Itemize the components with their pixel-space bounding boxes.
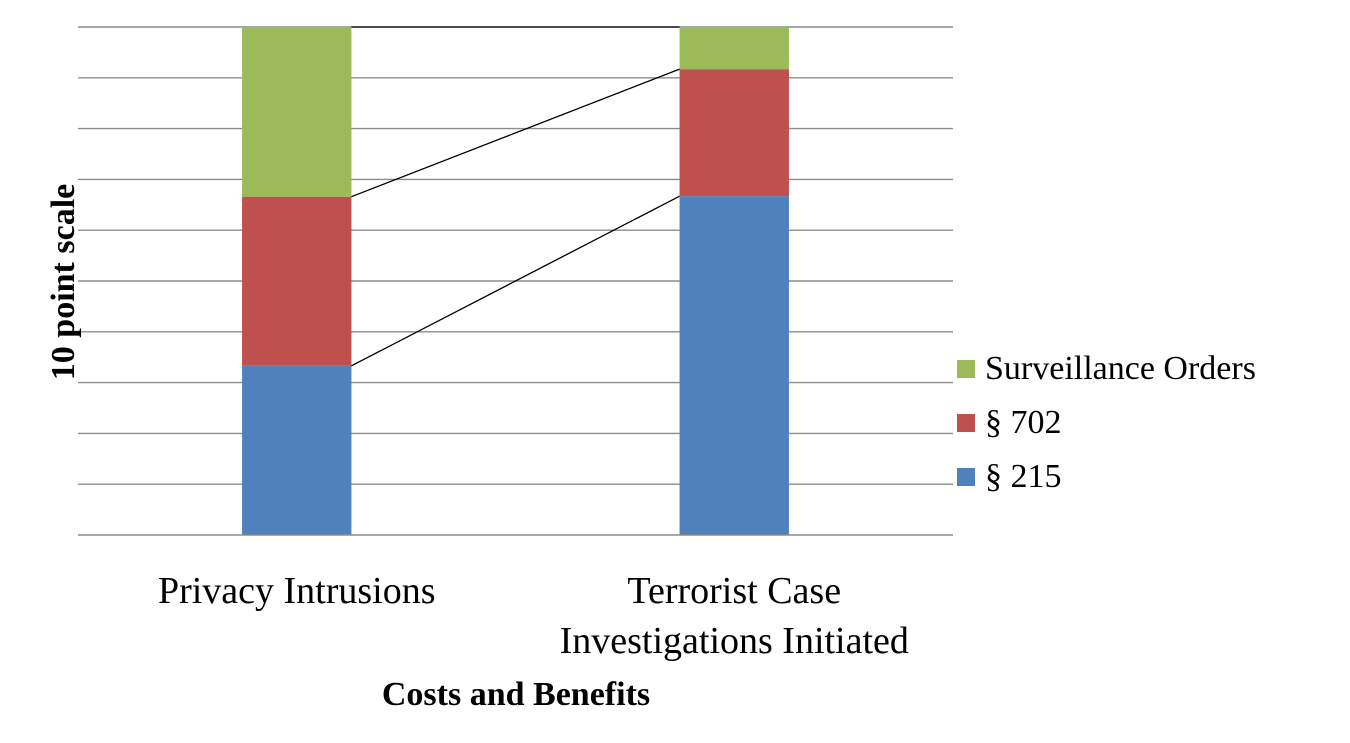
legend-label: Surveillance Orders — [985, 350, 1256, 387]
legend-label: § 702 — [985, 404, 1062, 441]
legend-swatch — [957, 468, 975, 486]
y-axis-title: 10 point scale — [45, 184, 82, 380]
legend-swatch — [957, 414, 975, 432]
x-tick-label: Privacy Intrusions — [158, 570, 436, 612]
series-lines — [351, 26, 680, 367]
bar-segment — [679, 69, 789, 197]
legend-swatch — [957, 360, 975, 378]
series-line — [351, 195, 680, 367]
bar-segment — [242, 196, 352, 366]
bar-segment — [242, 27, 352, 197]
bar-segment — [679, 27, 789, 70]
bars — [242, 27, 789, 535]
x-axis-title: Costs and Benefits — [382, 676, 650, 713]
legend: Surveillance Orders § 702 § 215 — [957, 350, 1256, 495]
x-tick-label: Terrorist Case Investigations Initiated — [560, 570, 909, 662]
series-line — [351, 68, 680, 198]
gridlines — [78, 26, 953, 485]
bar-segment — [242, 365, 352, 535]
x-tick-labels: Privacy Intrusions Terrorist Case Investig… — [158, 570, 909, 662]
bar-segment — [679, 196, 789, 535]
legend-label: § 215 — [985, 458, 1062, 495]
